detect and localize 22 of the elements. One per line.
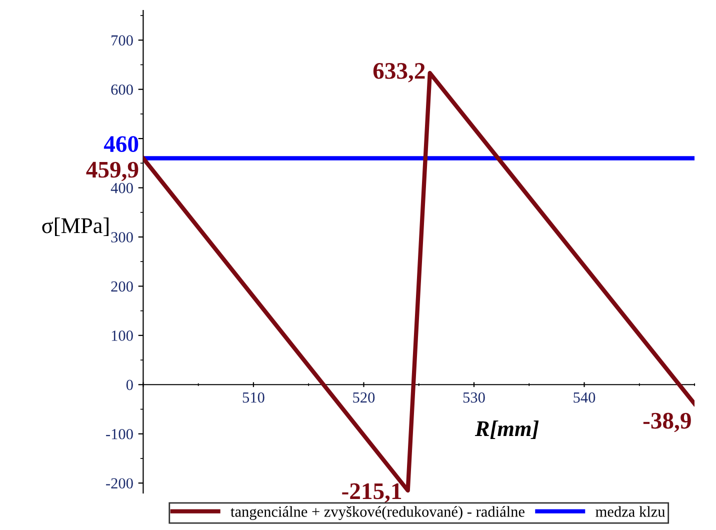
legend-label: medza klzu xyxy=(596,506,666,517)
data-label: 460 xyxy=(104,136,138,152)
y-axis-title: σ[MPa] xyxy=(42,218,108,236)
x-axis-title: R[mm] xyxy=(474,420,539,439)
legend-label: tangenciálne + zvyškové(redukované) - radiálne xyxy=(230,506,524,520)
y-tick-label: -100 xyxy=(106,428,133,440)
data-label: 459,9 xyxy=(86,162,138,182)
data-label: -38,9 xyxy=(643,412,691,432)
y-tick-label: 300 xyxy=(111,232,133,242)
y-tick-label: 100 xyxy=(112,330,133,341)
x-tick-label: 540 xyxy=(574,392,596,403)
y-tick-label: 200 xyxy=(111,281,133,292)
x-tick-label: 520 xyxy=(353,392,375,403)
x-tick-label: 530 xyxy=(463,392,485,403)
y-tick-label: 400 xyxy=(110,182,133,194)
y-tick-label: 600 xyxy=(111,84,133,95)
data-label: 633,2 xyxy=(373,63,425,82)
data-label: -215,1 xyxy=(342,483,402,503)
y-tick-label: -200 xyxy=(106,478,133,489)
y-tick-label: 0 xyxy=(126,380,133,390)
y-tick-label: 700 xyxy=(112,35,133,46)
x-tick-label: 510 xyxy=(242,392,264,403)
